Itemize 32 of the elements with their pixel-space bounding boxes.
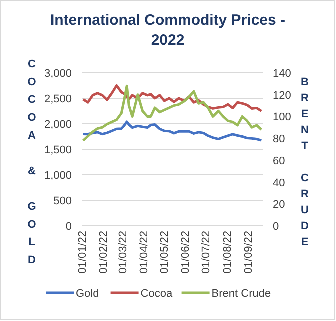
legend-label: Cocoa	[140, 288, 174, 300]
y-tick-label: 1,000	[44, 170, 72, 182]
y2-tick-label: 40	[273, 177, 286, 190]
line-series	[82, 120, 263, 142]
y2-tick-label: 100	[273, 112, 292, 124]
y2-tick-label: 60	[273, 155, 286, 168]
text: COCOA & GOLD	[28, 58, 36, 266]
chart-title: International Commodity Prices - 2022	[50, 12, 286, 49]
y2-tick-label: 80	[273, 134, 286, 146]
x-tick-label: 01/02/22	[98, 231, 110, 274]
y-tick-label: 0	[66, 221, 72, 233]
y-tick-label: 3,000	[44, 68, 72, 80]
y-tick-label: 2,000	[44, 119, 72, 131]
x-tick-label: 01/05/22	[158, 231, 171, 274]
legend-label: Gold	[76, 288, 100, 300]
y-tick-label: 1,500	[44, 144, 72, 156]
y2-tick-label: 140	[273, 68, 292, 80]
y-tick-label: 500	[54, 196, 72, 208]
x-tick-label: 01/09/22	[242, 231, 255, 274]
x-tick-label: 01/01/22	[77, 231, 89, 274]
legend-label: Brent Crude	[212, 288, 272, 300]
line-series	[82, 84, 263, 142]
y2-tick-label: 120	[273, 90, 292, 102]
y2-tick-label: 20	[273, 199, 286, 212]
x-tick-label: 01/04/22	[138, 231, 150, 274]
x-tick-label: 01/03/22	[117, 231, 130, 274]
x-tick-label: 01/07/22	[200, 231, 213, 274]
y2-tick-label: 0	[273, 221, 280, 233]
x-tick-label: 01/06/22	[180, 231, 192, 274]
text: BRENT CRUDE	[301, 76, 309, 248]
x-tick-label: 01/08/22	[222, 231, 234, 274]
y-tick-label: 2,500	[44, 94, 72, 106]
